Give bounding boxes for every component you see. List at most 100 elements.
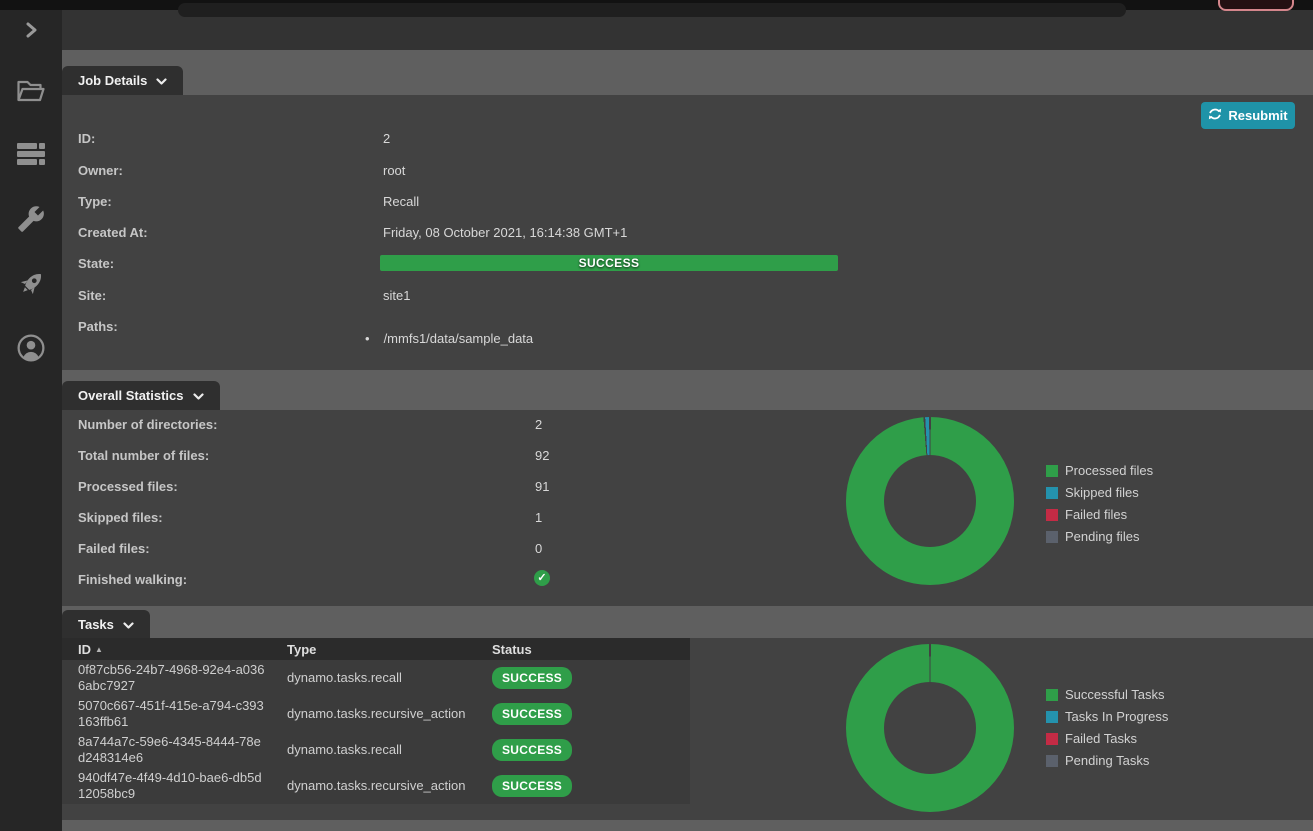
legend-item[interactable]: Pending Tasks: [1046, 753, 1168, 768]
legend-item[interactable]: Failed files: [1046, 507, 1153, 522]
field-value: root: [383, 163, 406, 178]
sidebar-item-jobs[interactable]: [0, 75, 62, 109]
folder-open-icon: [15, 76, 47, 109]
legend-label: Tasks In Progress: [1065, 709, 1169, 724]
legend-swatch: [1046, 530, 1058, 543]
chevron-down-icon: [156, 73, 167, 88]
table-row[interactable]: 5070c667-451f-415e-a794-c393163ffb61 dyn…: [62, 696, 690, 732]
status-badge: SUCCESS: [492, 739, 573, 761]
legend-swatch: [1046, 688, 1058, 701]
rocket-icon: [16, 269, 46, 302]
stat-value: 0: [535, 541, 543, 556]
tab-label: Tasks: [78, 616, 114, 632]
field-label: Type:: [78, 194, 112, 209]
legend-label: Failed files: [1065, 507, 1128, 522]
status-badge: SUCCESS: [492, 667, 573, 689]
sort-asc-icon: ▲: [95, 644, 103, 654]
resubmit-label: Resubmit: [1228, 108, 1288, 123]
sidebar: [0, 10, 62, 831]
legend-label: Pending Tasks: [1065, 753, 1150, 768]
table-row[interactable]: 0f87cb56-24b7-4968-92e4-a0366abc7927 dyn…: [62, 660, 690, 696]
tasks-donut-chart: [846, 644, 1014, 812]
status-badge: SUCCESS: [492, 775, 573, 797]
state-value: SUCCESS: [578, 256, 640, 270]
legend-item[interactable]: Successful Tasks: [1046, 687, 1168, 702]
field-value: site1: [383, 288, 411, 303]
tab-overall-statistics[interactable]: Overall Statistics: [62, 381, 220, 410]
legend-item[interactable]: Pending files: [1046, 529, 1153, 544]
tab-tasks[interactable]: Tasks: [62, 610, 150, 638]
queue-icon: [16, 141, 46, 170]
legend-label: Pending files: [1065, 529, 1140, 544]
task-type: dynamo.tasks.recall: [287, 742, 402, 757]
tasks-table-header: ID ▲ Type Status: [62, 638, 690, 660]
chevron-down-icon: [123, 617, 134, 632]
sidebar-item-queue[interactable]: [0, 138, 62, 172]
overall-statistics-header-band: [62, 370, 1313, 410]
browser-button-fragment[interactable]: [1218, 0, 1294, 11]
legend-item[interactable]: Skipped files: [1046, 485, 1153, 500]
field-value: Recall: [383, 194, 420, 209]
resubmit-button[interactable]: Resubmit: [1201, 102, 1295, 129]
legend-item[interactable]: Failed Tasks: [1046, 731, 1168, 746]
stat-value: 2: [535, 417, 543, 432]
stat-label: Finished walking:: [78, 572, 188, 587]
stat-label: Number of directories:: [78, 417, 218, 432]
field-label: State:: [78, 256, 115, 271]
column-header-status[interactable]: Status: [492, 641, 532, 657]
legend-item[interactable]: Tasks In Progress: [1046, 709, 1169, 724]
legend-label: Processed files: [1065, 463, 1154, 478]
tab-label: Job Details: [78, 73, 148, 88]
legend-label: Successful Tasks: [1065, 687, 1165, 702]
column-header-type[interactable]: Type: [287, 641, 317, 657]
stat-label: Failed files:: [78, 541, 150, 556]
sidebar-item-tools[interactable]: [0, 203, 62, 237]
tab-label: Overall Statistics: [78, 388, 184, 403]
column-header-id[interactable]: ID ▲: [78, 641, 103, 657]
files-donut-chart: [846, 417, 1014, 585]
legend-swatch: [1046, 710, 1058, 723]
table-row[interactable]: 8a744a7c-59e6-4345-8444-78ed248314e6 dyn…: [62, 732, 690, 768]
status-badge: SUCCESS: [492, 703, 573, 725]
state-progress-bar: SUCCESS: [380, 255, 838, 271]
field-label: Owner:: [78, 163, 123, 178]
legend-item[interactable]: Processed files: [1046, 463, 1154, 478]
sidebar-item-launch[interactable]: [0, 268, 62, 302]
stat-value: 1: [535, 510, 543, 525]
check-circle-icon: ✓: [534, 570, 550, 586]
browser-address-bar[interactable]: [178, 3, 1126, 17]
legend-swatch: [1046, 732, 1058, 745]
task-id: 0f87cb56-24b7-4968-92e4-a0366abc7927: [78, 662, 265, 693]
browser-topbar: [0, 0, 1313, 17]
stat-value: 91: [535, 479, 550, 494]
tasks-header-band: [62, 606, 1313, 638]
legend-swatch: [1046, 508, 1058, 521]
user-icon: [16, 333, 46, 366]
tasks-table: ID ▲ Type Status 0f87cb56-24b7-4968-92e4-…: [62, 638, 690, 804]
refresh-icon: [1208, 107, 1222, 124]
field-label: ID:: [78, 131, 96, 146]
field-label: Paths:: [78, 319, 118, 334]
expand-sidebar-button[interactable]: [0, 14, 62, 48]
task-id: 8a744a7c-59e6-4345-8444-78ed248314e6: [78, 734, 261, 765]
overall-statistics-content: [62, 410, 1313, 606]
sidebar-item-account[interactable]: [0, 332, 62, 366]
task-id: 5070c667-451f-415e-a794-c393163ffb61: [78, 698, 264, 729]
main-panel: Job Details Resubmit ID: 2 Owner: root T…: [62, 10, 1313, 831]
field-label: Site:: [78, 288, 107, 303]
field-value: Friday, 08 October 2021, 16:14:38 GMT+1: [383, 225, 628, 240]
legend-label: Skipped files: [1065, 485, 1139, 500]
stat-label: Skipped files:: [78, 510, 163, 525]
tasks-chart-legend: Successful Tasks Tasks In Progress Faile…: [1046, 687, 1169, 768]
tab-job-details[interactable]: Job Details: [62, 66, 184, 95]
task-type: dynamo.tasks.recursive_action: [287, 706, 466, 721]
task-type: dynamo.tasks.recall: [287, 670, 402, 685]
path-list-item: /mmfs1/data/sample_data: [365, 331, 534, 346]
wrench-icon: [17, 205, 45, 236]
task-type: dynamo.tasks.recursive_action: [287, 778, 466, 793]
table-row[interactable]: 940df47e-4f49-4d10-bae6-db5d12058bc9 dyn…: [62, 768, 690, 804]
job-details-header-band: [62, 50, 1313, 95]
field-value: 2: [383, 131, 391, 146]
stat-label: Processed files:: [78, 479, 178, 494]
